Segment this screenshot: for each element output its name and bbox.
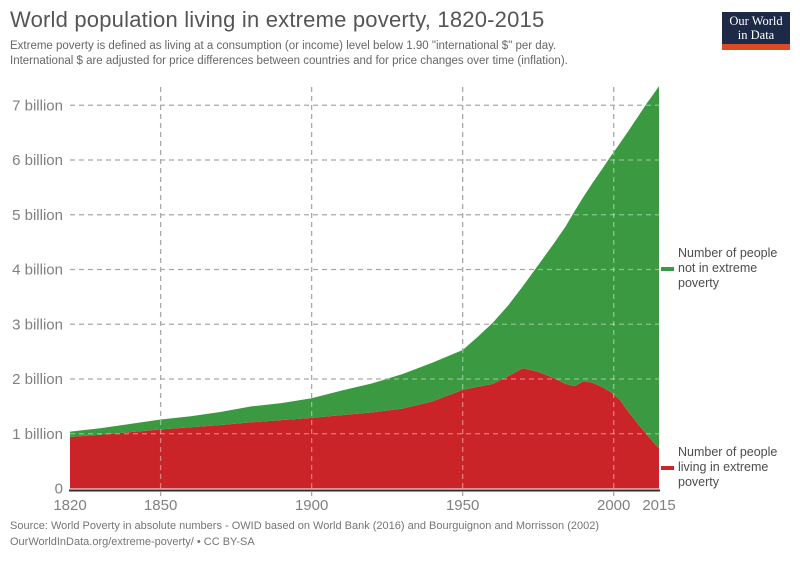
y-tick-label: 1 billion (12, 426, 63, 443)
y-tick-label: 4 billion (12, 262, 63, 279)
legend-marker-green (661, 267, 674, 271)
x-tick-label: 1820 (53, 497, 86, 514)
legend-in-poverty-line2: living in extreme (678, 460, 769, 474)
owid-logo: Our World in Data (722, 12, 790, 50)
owid-logo-line1: Our World (729, 14, 783, 28)
legend-not-in-poverty-line2: not in extreme (678, 261, 758, 275)
chart-subtitle-line2: International $ are adjusted for price d… (10, 55, 568, 67)
source-line: Source: World Poverty in absolute number… (10, 520, 600, 532)
x-tick-label: 2000 (597, 497, 630, 514)
owid-logo-box: Our World in Data (722, 12, 790, 44)
area-extreme-poverty (70, 368, 659, 489)
source-url-line: OurWorldInData.org/extreme-poverty/ • CC… (10, 536, 255, 548)
y-tick-label: 6 billion (12, 152, 63, 169)
y-tick-label: 0 (55, 481, 63, 498)
owid-logo-bar (722, 44, 790, 50)
legend-not-in-poverty-line3: poverty (678, 276, 719, 290)
legend-marker-red (661, 466, 674, 470)
x-tick-label: 2015 (642, 497, 675, 514)
legend-not-in-poverty: Number of people not in extreme poverty (678, 246, 800, 291)
area-not-extreme-poverty (70, 86, 659, 449)
legend-in-poverty-line3: poverty (678, 475, 719, 489)
legend-in-poverty: Number of people living in extreme pover… (678, 445, 800, 490)
y-tick-label: 3 billion (12, 316, 63, 333)
y-tick-label: 2 billion (12, 371, 63, 388)
legend-not-in-poverty-line1: Number of people (678, 246, 778, 260)
page-title: World population living in extreme pover… (10, 7, 545, 32)
legend-in-poverty-line1: Number of people (678, 445, 778, 459)
x-tick-label: 1900 (295, 497, 328, 514)
x-tick-label: 1950 (446, 497, 479, 514)
y-tick-label: 5 billion (12, 207, 63, 224)
x-tick-label: 1850 (144, 497, 177, 514)
y-tick-label: 7 billion (12, 97, 63, 114)
owid-logo-line2: in Data (737, 28, 775, 42)
chart-subtitle-line1: Extreme poverty is defined as living at … (10, 40, 557, 52)
